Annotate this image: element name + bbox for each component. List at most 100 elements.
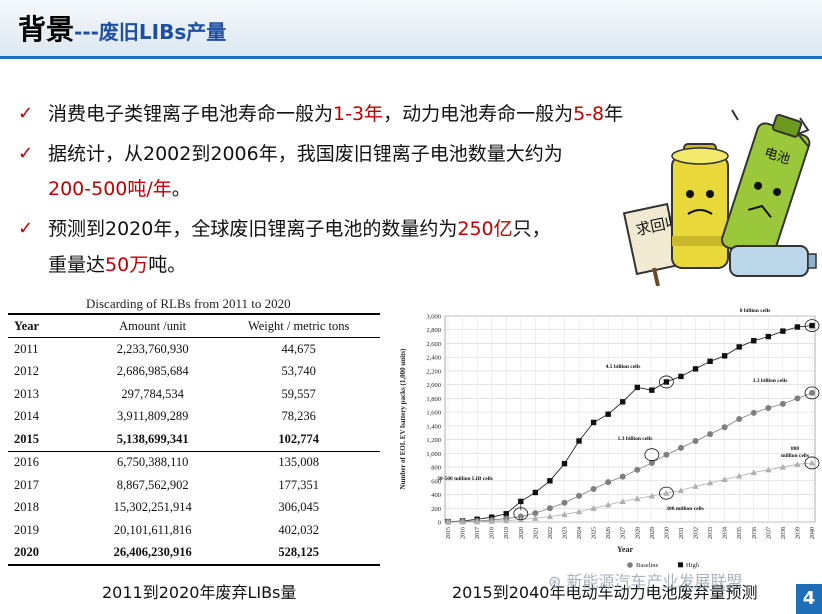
- x-tick-label: 2027: [621, 527, 627, 539]
- legend-marker: [627, 562, 633, 568]
- table-row: 2016 6,750,388,110 135,008: [8, 451, 380, 474]
- highlight-text: 1-3年: [333, 103, 384, 125]
- cell-year: 2020: [8, 541, 88, 566]
- slide-title: 背景---废旧LIBs产量: [18, 8, 226, 48]
- x-tick-label: 2030: [664, 527, 670, 539]
- x-tick-label: 2035: [737, 527, 743, 539]
- x-tick-label: 2025: [592, 527, 598, 539]
- data-point: [707, 358, 713, 365]
- table-row: 2014 3,911,809,289 78,236: [8, 406, 380, 429]
- plain-text: 年: [604, 103, 624, 125]
- cell-year: 2014: [14, 409, 39, 424]
- bullet-text: 重量达50万吨。: [48, 251, 186, 279]
- data-point: [590, 486, 597, 493]
- data-point: [794, 461, 801, 467]
- data-point: [503, 517, 510, 524]
- annotation-label: 8 billion cells: [740, 308, 771, 314]
- y-tick-label: 0: [438, 520, 441, 527]
- cell-amount: 3,911,809,289: [116, 409, 189, 424]
- battery-cartoon-illustration: 求回收 电池: [622, 109, 817, 286]
- data-point: [750, 409, 757, 416]
- x-tick-label: 2020: [519, 527, 525, 539]
- table-row: 2020 26,406,230,916 528,125: [8, 541, 380, 566]
- cell-weight: 177,351: [278, 477, 319, 492]
- cell-amount: 6,750,388,110: [116, 455, 189, 470]
- cell-year: 2011: [14, 341, 39, 356]
- y-tick-label: 2,600: [426, 341, 441, 348]
- cell-year: 2017: [14, 477, 39, 492]
- cell-amount: 15,302,251,914: [113, 500, 192, 515]
- data-point: [532, 515, 539, 521]
- data-point: [706, 479, 714, 486]
- data-point: [488, 517, 495, 524]
- annotation-label: 1.3 billion cells: [618, 436, 653, 442]
- slide-header: 背景---废旧LIBs产量: [0, 0, 822, 56]
- annotation-circle: [658, 375, 674, 389]
- chart-legend: Baseline High: [627, 562, 700, 569]
- annotation-circle: [804, 319, 820, 333]
- data-point: [634, 466, 641, 473]
- x-tick-label: 2028: [635, 527, 641, 539]
- cell-weight: 44,675: [281, 341, 316, 356]
- data-point: [663, 379, 670, 385]
- data-point: [604, 501, 612, 508]
- x-tick-label: 2018: [490, 527, 496, 539]
- y-tick-label: 1,400: [426, 423, 441, 430]
- page-number: 4: [796, 584, 822, 614]
- x-tick-label: 2038: [781, 527, 787, 539]
- data-point: [765, 405, 772, 412]
- y-tick-label: 800: [431, 465, 441, 472]
- data-point: [546, 513, 554, 520]
- x-tick-label: 2040: [810, 527, 816, 539]
- y-tick-label: 1,000: [426, 451, 441, 458]
- data-point: [576, 492, 583, 499]
- data-point: [649, 387, 655, 393]
- y-tick-label: 400: [431, 492, 441, 499]
- annotation-label: 3.3 billion cells: [753, 378, 788, 384]
- check-icon: ✓: [18, 103, 34, 124]
- annotation-label: 880: [791, 446, 800, 452]
- watermark: ⊛ 新能源汽车产业发展联盟: [548, 568, 743, 592]
- table-row: 2018 15,302,251,914 306,045: [8, 497, 380, 520]
- wechat-icon: ⊛: [548, 572, 562, 591]
- x-tick-label: 2034: [723, 527, 729, 539]
- cell-year: 2019: [14, 522, 39, 537]
- header-year: Year: [8, 313, 88, 338]
- plain-text: ，动力电池寿命一般为: [383, 103, 574, 125]
- x-tick-label: 2023: [562, 527, 568, 539]
- data-point: [648, 492, 656, 499]
- plain-text: 重量达: [48, 254, 106, 276]
- table-row: 2019 20,101,611,816 402,032: [8, 519, 380, 542]
- data-point: [503, 511, 509, 517]
- data-point: [663, 489, 670, 496]
- data-point: [751, 338, 757, 344]
- cell-amount: 20,101,611,816: [113, 522, 192, 537]
- data-point: [619, 498, 626, 504]
- annotation-circle: [644, 448, 660, 462]
- annotation-label: 4.5 billion cells: [606, 364, 641, 370]
- data-point: [677, 487, 685, 494]
- plain-text: 预测到2020年，全球废旧锂离子电池的数量约为: [48, 218, 458, 240]
- bullet-text: 200-500吨/年。: [48, 175, 191, 203]
- data-point: [736, 472, 743, 479]
- data-point: [473, 518, 481, 525]
- cell-amount: 2,686,985,684: [116, 364, 189, 379]
- highlight-text: 250亿: [457, 218, 513, 240]
- data-point: [605, 411, 611, 417]
- cell-amount: 5,138,699,341: [88, 428, 218, 452]
- x-tick-label: 2032: [694, 527, 700, 539]
- table-row: 2011 2,233,760,930 44,675: [8, 338, 380, 361]
- cell-amount: 297,784,534: [121, 386, 184, 401]
- table-figure-caption: 2011到2020年废弃LIBs量: [102, 583, 297, 602]
- cell-amount: 26,406,230,916: [88, 541, 218, 566]
- highlight-text: 50万: [105, 254, 149, 276]
- annotation-label: million cells: [781, 453, 809, 459]
- x-tick-label: 2031: [679, 527, 685, 539]
- y-tick-label: 1,800: [426, 396, 441, 403]
- annotation-label: 30-500 million LIB cells: [437, 476, 493, 482]
- series-line: [447, 462, 813, 523]
- data-point: [547, 478, 553, 484]
- data-point: [620, 399, 626, 405]
- header-amount: Amount /unit: [88, 313, 218, 338]
- yellow-battery: [671, 143, 729, 269]
